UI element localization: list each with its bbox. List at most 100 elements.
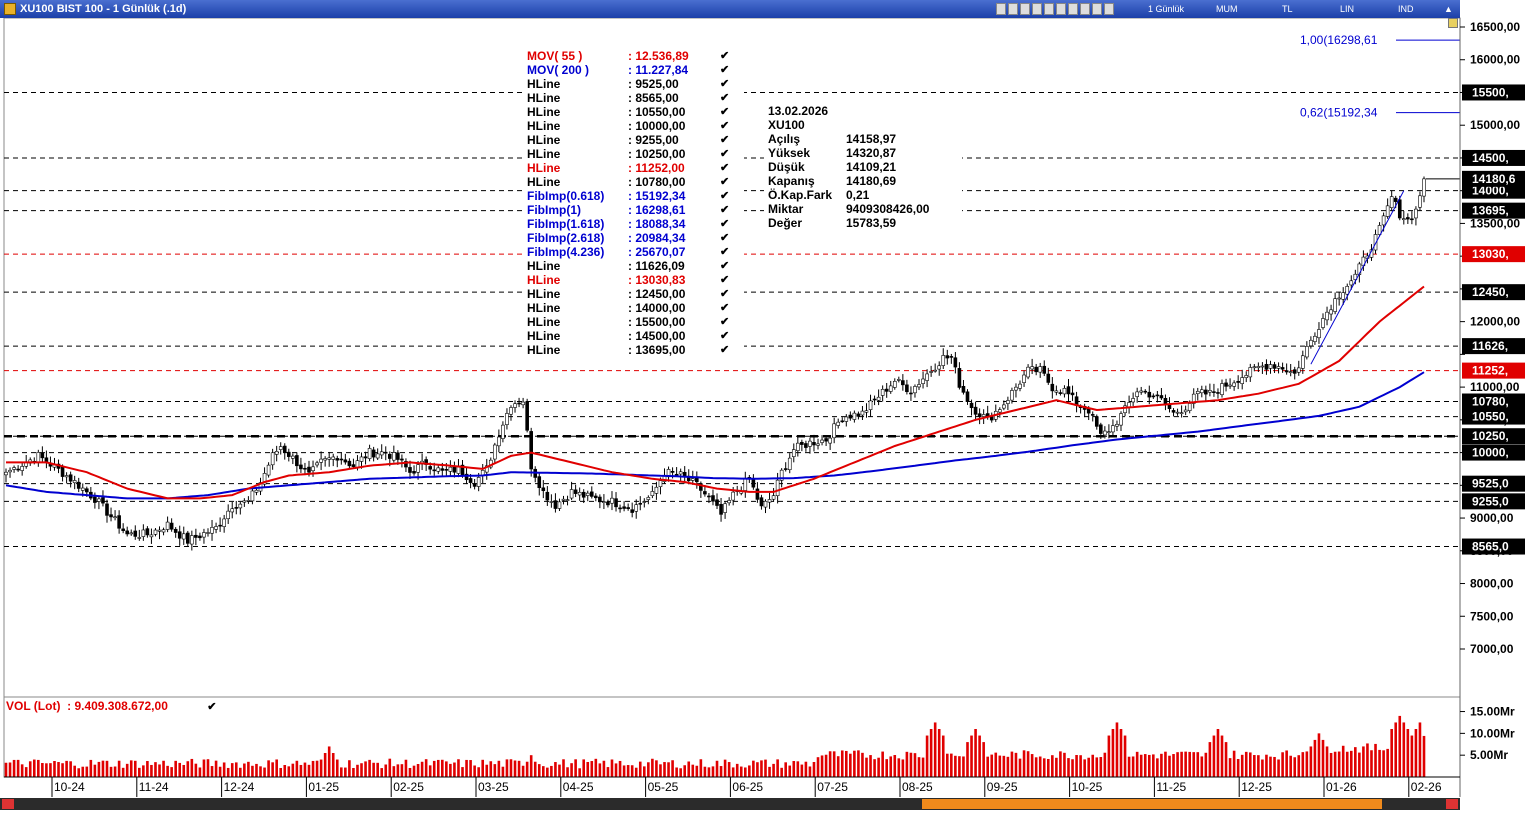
volume-bar[interactable] [1046,758,1050,777]
volume-bar[interactable] [12,759,16,777]
candle-body[interactable] [945,355,950,359]
candle-body[interactable] [1175,411,1180,414]
volume-bar[interactable] [138,767,141,777]
volume-bar[interactable] [372,762,375,777]
candle-body[interactable] [1385,205,1390,217]
candle-body[interactable] [379,451,384,456]
volume-bar[interactable] [1099,757,1103,777]
volume-bar[interactable] [784,762,787,777]
volume-bar[interactable] [857,750,860,777]
volume-bar[interactable] [1111,729,1115,777]
volume-bar[interactable] [1422,735,1426,777]
check-icon[interactable]: ✔ [720,260,730,272]
candle-body[interactable] [1220,383,1224,396]
candle-body[interactable] [917,384,921,388]
candle-body[interactable] [812,442,816,446]
volume-bar[interactable] [1248,752,1252,777]
candle-body[interactable] [8,469,12,473]
candle-body[interactable] [1325,311,1329,321]
volume-bar[interactable] [1208,742,1212,777]
volume-bar[interactable] [49,763,52,777]
candle-body[interactable] [678,471,683,475]
candle-body[interactable] [484,465,489,473]
volume-bar[interactable] [521,765,525,777]
volume-bar[interactable] [384,764,388,777]
candle-body[interactable] [84,488,89,493]
volume-bar[interactable] [327,746,331,777]
volume-bar[interactable] [93,764,97,777]
volume-bar[interactable] [186,761,190,777]
volume-bar[interactable] [1055,757,1058,777]
volume-bar[interactable] [146,761,149,777]
candle-body[interactable] [711,495,715,502]
candle-body[interactable] [699,483,703,491]
volume-bar[interactable] [263,767,266,777]
volume-bar[interactable] [1394,722,1398,777]
volume-bar[interactable] [1370,750,1373,777]
volume-bar[interactable] [1349,750,1353,777]
volume-bar[interactable] [970,735,973,777]
volume-bar[interactable] [1410,735,1414,777]
volume-bar[interactable] [198,767,202,777]
volume-bar[interactable] [400,764,404,777]
candle-body[interactable] [129,532,134,535]
volume-bar[interactable] [392,766,396,777]
volume-bar[interactable] [566,767,569,777]
candle-body[interactable] [400,458,404,461]
candle-body[interactable] [557,501,562,509]
candle-body[interactable] [610,497,614,504]
volume-bar[interactable] [800,764,804,777]
candle-body[interactable] [1216,392,1220,394]
volume-bar[interactable] [4,762,8,777]
volume-bar[interactable] [590,761,594,777]
candle-body[interactable] [816,443,820,446]
volume-bar[interactable] [445,761,448,777]
candle-body[interactable] [194,534,198,538]
check-icon[interactable]: ✔ [720,176,730,188]
candle-body[interactable] [60,466,65,477]
candle-body[interactable] [173,528,178,533]
candle-body[interactable] [319,458,323,463]
volume-bar[interactable] [57,762,60,777]
candle-body[interactable] [238,503,243,509]
candle-body[interactable] [125,530,129,535]
indicator-row[interactable]: FibImp(0.618): 15192,34 ✔ [527,189,737,203]
candle-body[interactable] [594,495,598,499]
candle-body[interactable] [40,452,45,459]
candle-body[interactable] [1099,424,1103,434]
candle-body[interactable] [1414,208,1418,219]
candle-body[interactable] [311,466,315,472]
candle-body[interactable] [1345,286,1350,295]
candle-body[interactable] [775,479,780,497]
candle-body[interactable] [392,452,396,461]
volume-bar[interactable] [1293,757,1297,777]
volume-bar[interactable] [1329,752,1333,777]
candle-body[interactable] [1006,400,1010,404]
volume-bar[interactable] [457,759,460,777]
tool-icon[interactable] [1008,3,1018,15]
candle-body[interactable] [897,379,901,381]
volume-bar[interactable] [1135,751,1139,777]
candle-body[interactable] [1038,366,1043,373]
candle-body[interactable] [307,466,311,473]
chevron-up-icon[interactable]: ▲ [1444,4,1453,14]
candle-body[interactable] [295,455,299,467]
volume-bar[interactable] [1382,750,1385,777]
candle-body[interactable] [1014,386,1018,391]
candle-body[interactable] [913,386,917,394]
volume-bar[interactable] [905,751,909,777]
volume-bar[interactable] [1337,751,1341,777]
candle-body[interactable] [416,464,420,473]
check-icon[interactable]: ✔ [720,330,730,342]
candle-body[interactable] [614,498,618,508]
volume-bar[interactable] [1236,759,1240,777]
candle-body[interactable] [852,412,857,420]
candle-body[interactable] [444,469,449,471]
candle-body[interactable] [864,410,869,413]
candle-body[interactable] [64,475,69,478]
candle-body[interactable] [1373,234,1378,251]
volume-bar[interactable] [1366,743,1369,777]
volume-bar[interactable] [243,763,246,777]
candle-body[interactable] [351,464,356,467]
mode-selector[interactable]: IND [1398,4,1414,14]
